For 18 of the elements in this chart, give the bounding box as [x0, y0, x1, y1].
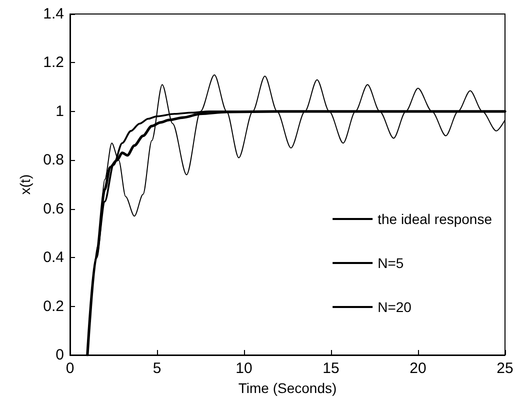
- y-tick-label: 1: [56, 102, 64, 120]
- y-tick-label: 0.8: [43, 152, 64, 169]
- y-tick-label: 1.2: [43, 54, 64, 72]
- x-axis-title: Time (Seconds): [238, 380, 337, 396]
- y-tick-label: 1.4: [43, 6, 64, 22]
- x-tick-label: 25: [496, 360, 514, 377]
- legend-label: N=20: [378, 299, 412, 315]
- legend-label: the ideal response: [378, 211, 492, 227]
- x-tick-label: 10: [236, 360, 252, 377]
- x-tick-label: 20: [410, 360, 426, 377]
- y-axis-title: x(t): [17, 174, 33, 195]
- x-tick-label: 5: [152, 360, 162, 377]
- y-tick-label: 0: [56, 346, 64, 364]
- y-tick-label: 0.2: [43, 298, 64, 315]
- legend-label: N=5: [378, 255, 404, 271]
- x-tick-label: 15: [322, 360, 340, 377]
- y-tick-label: 0.4: [43, 249, 64, 266]
- y-tick-label: 0.6: [43, 200, 64, 218]
